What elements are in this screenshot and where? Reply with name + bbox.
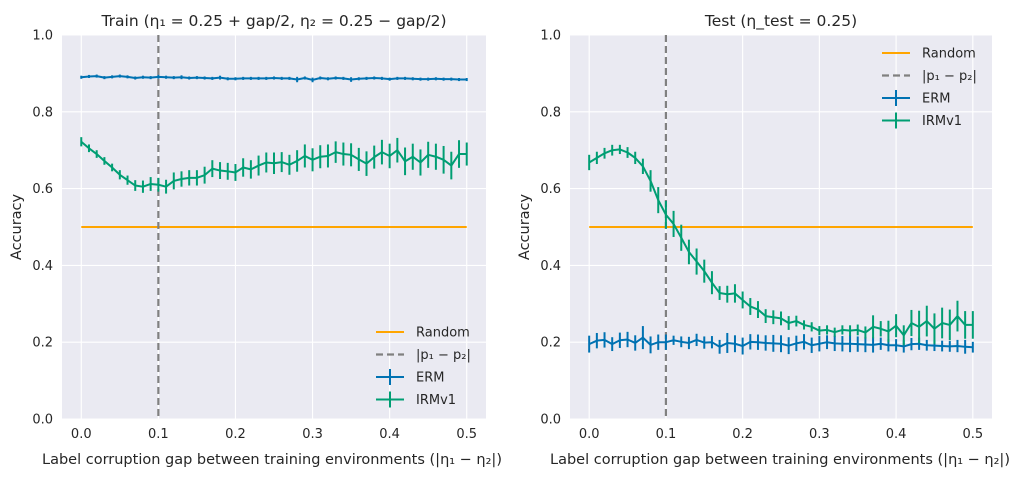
y-tick-label: 0.8 bbox=[540, 105, 561, 120]
legend-irmv1-label: IRMv1 bbox=[416, 393, 456, 408]
legend-erm-label: ERM bbox=[416, 371, 444, 386]
legend-random-label: Random bbox=[416, 326, 470, 341]
x-tick-label: 0.0 bbox=[579, 427, 600, 442]
x-axis-label: Label corruption gap between training en… bbox=[550, 452, 1010, 468]
y-tick-label: 0.4 bbox=[540, 259, 561, 274]
train-accuracy-plot: 0.0 0.1 0.2 0.3 0.4 0.5 0.0 0.2 0.4 0.6 0.8 1.0 Tra… bbox=[9, 12, 502, 468]
series-layer bbox=[80, 35, 468, 419]
x-tick-label: 0.2 bbox=[225, 427, 246, 442]
chart-title: Train (η₁ = 0.25 + gap/2, η₂ = 0.25 − ga… bbox=[100, 12, 446, 30]
legend-gap-label: |p₁ − p₂| bbox=[922, 69, 977, 84]
y-tick-label: 0.8 bbox=[32, 105, 53, 120]
x-tick-label: 0.1 bbox=[656, 427, 677, 442]
y-tick-label: 0.0 bbox=[32, 413, 53, 428]
legend-irmv1-label: IRMv1 bbox=[922, 114, 962, 129]
legend-erm-label: ERM bbox=[922, 92, 950, 107]
x-tick-label: 0.0 bbox=[71, 427, 92, 442]
legend: Random |p₁ − p₂| ERM IRMv1 bbox=[376, 326, 471, 408]
legend: Random |p₁ − p₂| ERM IRMv1 bbox=[882, 47, 977, 129]
legend-random-label: Random bbox=[922, 47, 976, 62]
chart-title: Test (η_test = 0.25) bbox=[704, 12, 857, 31]
x-tick-label: 0.2 bbox=[732, 427, 753, 442]
y-tick-label: 1.0 bbox=[540, 29, 561, 44]
y-axis-label: Accuracy bbox=[9, 193, 25, 260]
x-tick-label: 0.5 bbox=[962, 427, 983, 442]
series-layer bbox=[588, 35, 974, 419]
y-tick-label: 0.2 bbox=[540, 336, 561, 351]
test-accuracy-plot: 0.0 0.1 0.2 0.3 0.4 0.5 0.0 0.2 0.4 0.6 0.8 1.0 Tes… bbox=[517, 12, 1010, 468]
x-tick-label: 0.3 bbox=[809, 427, 830, 442]
y-tick-label: 0.6 bbox=[540, 182, 561, 197]
y-tick-label: 0.4 bbox=[32, 259, 53, 274]
x-tick-label: 0.1 bbox=[148, 427, 169, 442]
tick-labels: 0.0 0.1 0.2 0.3 0.4 0.5 0.0 0.2 0.4 0.6 0.8 1.0 bbox=[32, 29, 477, 443]
y-tick-label: 0.0 bbox=[540, 413, 561, 428]
x-tick-label: 0.4 bbox=[379, 427, 400, 442]
legend-gap-label: |p₁ − p₂| bbox=[416, 348, 471, 363]
y-tick-label: 0.6 bbox=[32, 182, 53, 197]
x-tick-label: 0.3 bbox=[302, 427, 323, 442]
y-tick-label: 0.2 bbox=[32, 336, 53, 351]
x-tick-label: 0.5 bbox=[456, 427, 477, 442]
y-axis-label: Accuracy bbox=[517, 193, 533, 260]
x-axis-label: Label corruption gap between training en… bbox=[42, 452, 502, 468]
tick-labels: 0.0 0.1 0.2 0.3 0.4 0.5 0.0 0.2 0.4 0.6 0.8 1.0 bbox=[540, 29, 983, 443]
y-tick-label: 1.0 bbox=[32, 29, 53, 44]
x-tick-label: 0.4 bbox=[886, 427, 907, 442]
